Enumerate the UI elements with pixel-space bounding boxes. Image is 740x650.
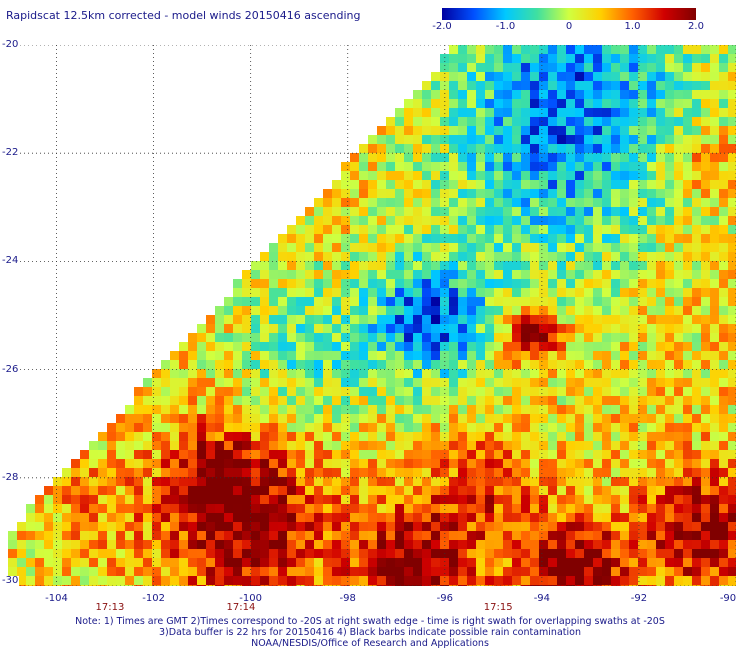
longitude-label: -98 (339, 593, 356, 604)
wind-difference-map (8, 45, 736, 586)
latitude-label: -24 (2, 255, 20, 267)
latitude-label: -20 (2, 39, 20, 50)
latitude-label: -26 (2, 363, 20, 375)
swath-time-label: 17:15 (483, 602, 513, 613)
note-line-1: Note: 1) Times are GMT 2)Times correspon… (75, 616, 665, 627)
note-line-3: NOAA/NESDIS/Office of Research and Appli… (251, 638, 489, 649)
colorbar-tick: -2.0 (432, 21, 452, 32)
longitude-label: -100 (239, 593, 263, 604)
swath-time-label: 17:13 (95, 602, 125, 613)
longitude-label: -102 (142, 593, 165, 604)
note-line-2: 3)Data buffer is 22 hrs for 20150416 4) … (159, 627, 581, 638)
longitude-label: -90 (719, 593, 737, 604)
latitude-label: -30 (2, 575, 20, 586)
latitude-label: -28 (2, 471, 20, 483)
longitude-label: -104 (45, 593, 68, 604)
colorbar-tick: 0 (565, 21, 573, 32)
colorbar (442, 8, 696, 20)
swath-time-label: 17:14 (226, 602, 256, 613)
longitude-label: -94 (533, 593, 551, 604)
colorbar-tick: 2.0 (688, 21, 704, 32)
longitude-label: -92 (630, 593, 648, 604)
chart-title: Rapidscat 12.5km corrected - model winds… (6, 9, 361, 22)
latitude-label: -22 (2, 147, 20, 159)
colorbar-tick: 1.0 (624, 21, 641, 32)
colorbar-tick: -1.0 (495, 21, 516, 32)
longitude-label: -96 (436, 593, 453, 604)
